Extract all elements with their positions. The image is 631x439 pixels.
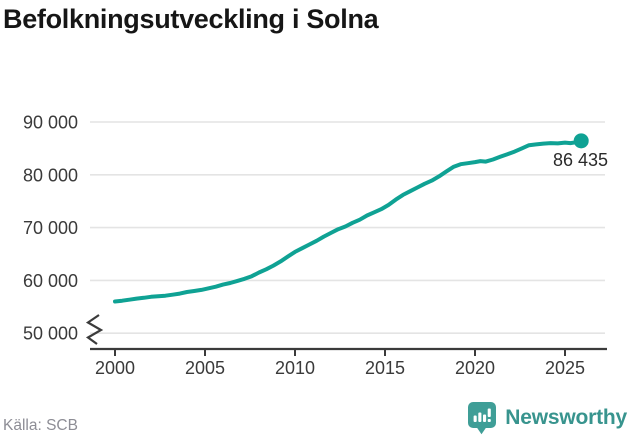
source-label: Källa: SCB — [3, 417, 78, 434]
population-chart: 90 000 80 000 70 000 60 000 50 000 2000 2005 20… — [23, 113, 608, 379]
endpoint-dot — [573, 133, 589, 149]
x-tick-label: 2010 — [275, 358, 315, 378]
brand-name: Newsworthy — [505, 406, 627, 429]
y-tick-label: 50 000 — [23, 324, 78, 344]
axis-break-icon — [85, 314, 104, 345]
y-tick-label: 60 000 — [23, 271, 78, 291]
y-tick-label: 70 000 — [23, 218, 78, 238]
y-tick-label: 80 000 — [23, 165, 78, 185]
x-tick-label: 2020 — [455, 358, 495, 378]
x-tick-label: 2005 — [185, 358, 225, 378]
newsworthy-brand: Newsworthy — [467, 401, 627, 435]
x-tick-label: 2025 — [545, 358, 585, 378]
x-tick-label: 2015 — [365, 358, 405, 378]
newsworthy-logo-icon — [468, 402, 497, 435]
population-line — [113, 138, 584, 304]
endpoint-label: 86 435 — [553, 150, 608, 170]
x-tick-label: 2000 — [95, 358, 135, 378]
chart-title: Befolkningsutveckling i Solna — [3, 4, 379, 34]
y-tick-label: 90 000 — [23, 113, 78, 133]
